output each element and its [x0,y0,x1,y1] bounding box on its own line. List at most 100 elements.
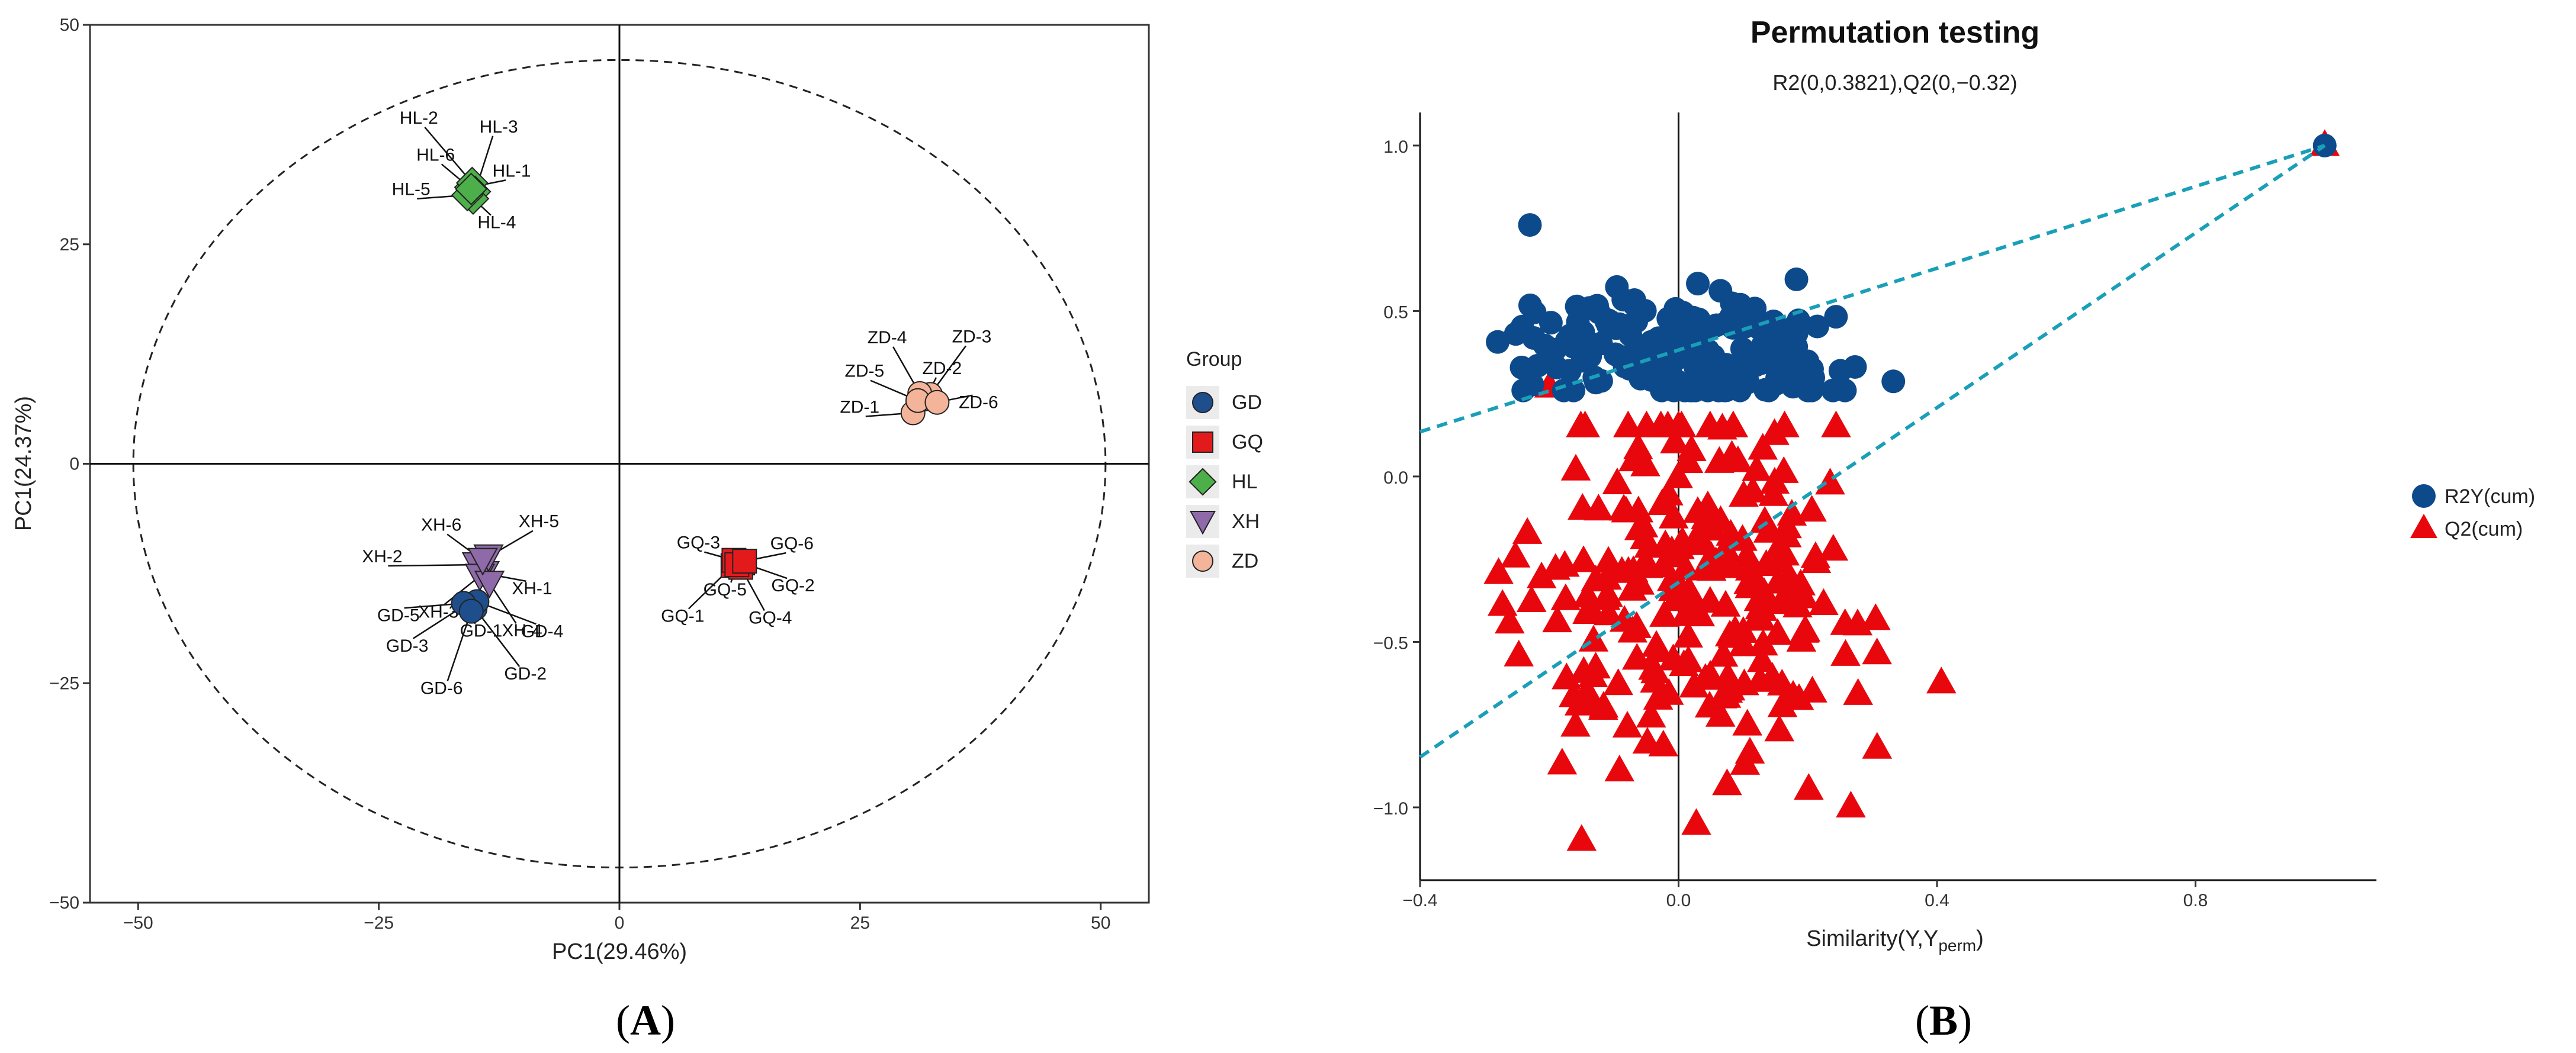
point-label: ZD-6 [959,393,998,413]
q2-point [1516,585,1547,613]
point-label: ZD-1 [840,397,879,417]
q2-point [1809,588,1839,615]
r2y-point [1672,318,1697,343]
legend-label-gd: GD [1232,391,1262,414]
q2-point [1660,584,1691,611]
q2-point [1747,645,1777,672]
q2-point [1757,662,1788,689]
point-label: GQ-2 [771,576,814,595]
point-label: GQ-1 [661,607,704,626]
legend-label-gq: GQ [1232,431,1263,453]
y-tick-label: 50 [60,15,79,35]
q2-point [1612,710,1643,738]
r2y-point [1598,310,1623,334]
q2-point [1717,621,1748,648]
point-label: ZD-2 [923,359,962,378]
y-tick-label: −50 [49,893,79,913]
q2-point [1737,475,1768,503]
q2-point [1830,639,1861,666]
q2-point [1797,675,1827,703]
point-label: XH-1 [512,579,552,598]
q2-point [1649,600,1679,627]
r2y-point [1629,366,1653,391]
r2y-point [1749,342,1774,366]
legend-label-q2cum: Q2(cum) [2445,518,2523,540]
point-xh-4 [474,571,505,599]
r2y-point [1650,378,1674,402]
r2y-point [1611,288,1636,312]
q2-point [1566,410,1596,437]
q2-point [1540,553,1571,580]
q2-point [1653,678,1684,705]
q2-points [1483,129,2340,851]
r2y-point [1780,370,1804,394]
q2-point [1815,468,1845,495]
q2-point [1774,560,1804,588]
q2-point [1683,520,1713,547]
q2-point [1862,732,1893,759]
y-tick-label: −25 [49,674,79,693]
x-tick-label: 0 [615,913,625,933]
point-hl-6 [455,172,488,205]
q2-point [1560,710,1591,737]
q2-point [1674,598,1705,626]
point-label: GQ-6 [770,534,814,553]
point-label: ZD-3 [952,327,992,346]
r2y-point [1570,326,1595,350]
q2-point [1487,589,1518,616]
r2y-point [1881,369,1906,394]
q2-point [1647,488,1678,516]
r2y-point [1521,326,1546,350]
legend-marker-hl [1189,468,1217,496]
panel-a-plot-area: −50 −25 0 25 50 50 25 0 −25 −50 HL-1 HL-2 HL-3 HL-4 HL… [49,15,1149,933]
x-tick-label: 0.4 [1925,891,1949,910]
regression-line-r2y [1419,144,2326,434]
q2-point [1713,543,1744,570]
point-label: HL-5 [392,180,431,199]
point-label: XH-6 [421,516,461,535]
q2-point [1564,688,1595,716]
q2-point [1660,426,1690,453]
r2y-point [1730,337,1754,361]
q2-point [1695,659,1726,687]
q2-point [1526,561,1557,588]
r2y-point [1565,294,1589,318]
point-label: GD-4 [521,622,564,641]
q2-point [1550,583,1581,610]
point-xh-6 [467,548,498,576]
r2y-point [1671,301,1695,325]
panel-b-x-axis-label: Similarity(Y,Yperm) [1806,926,1984,955]
legend-marker-zd [1192,550,1213,572]
label-connector [444,575,481,606]
q2-point [1588,691,1619,718]
q2-point [1762,618,1793,645]
q2-point [1735,736,1765,764]
q2-point [1735,571,1765,598]
q2-point [1621,643,1652,670]
q2-point [1658,501,1689,529]
y-tick-label: 0.0 [1383,468,1408,488]
q2-point [1547,748,1578,775]
q2-point [1592,563,1622,590]
q2-point [1636,701,1666,728]
q2-point [1542,605,1572,633]
q2-point [1648,729,1679,756]
q2-point [1630,449,1660,476]
label-connector [424,127,473,183]
q2-point [1708,640,1739,667]
q2-point [1603,668,1633,695]
q2-point [1710,590,1741,617]
panel-b-label: (B) [1915,997,1972,1044]
point-label: GD-3 [386,636,429,656]
y-tick-label: 0.5 [1383,302,1408,322]
q2-point [1618,555,1649,582]
point-label: GQ-5 [704,580,747,600]
group-legend: Group GD GQ HL XH ZD [1186,348,1263,578]
point-label: HL-1 [493,161,531,181]
q2-point [1797,495,1827,522]
panel-b-plot-area: −0.4 0.0 0.4 0.8 1.0 0.5 0.0 −0.5 −1.0 [1373,112,2376,910]
point-zd-6 [924,389,950,415]
point-label: XH-5 [519,512,559,532]
r2y-point [1520,372,1544,397]
